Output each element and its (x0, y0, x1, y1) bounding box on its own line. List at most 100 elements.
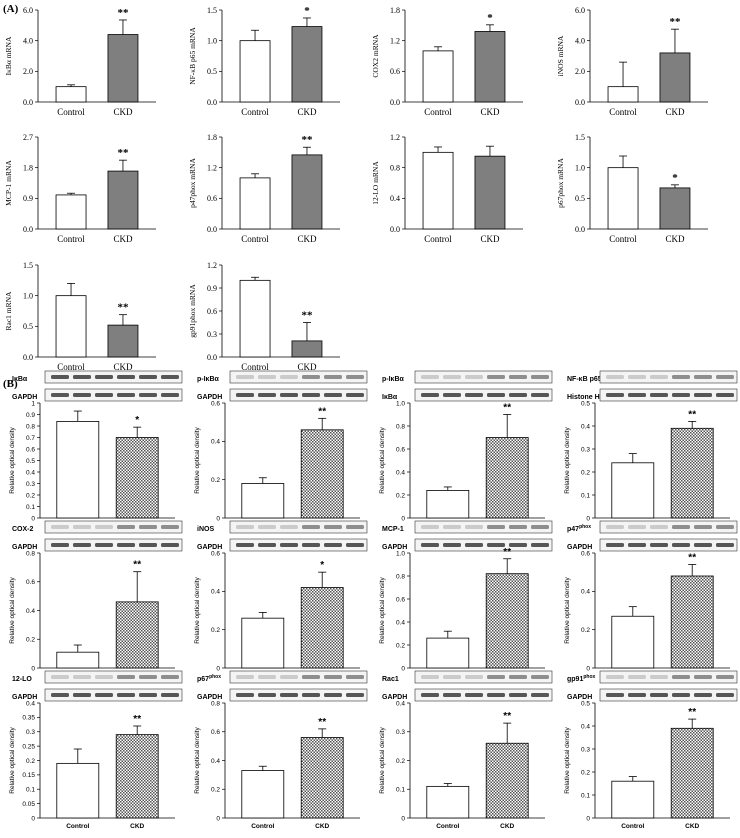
significance-marker: ** (117, 147, 129, 159)
blot-band (694, 393, 712, 397)
blot-strip (599, 670, 738, 684)
blot-band (509, 525, 527, 529)
blot-strip (229, 520, 368, 534)
y-tick-label: 0.6 (26, 579, 35, 586)
blot-band (487, 375, 505, 379)
blot-band (487, 525, 505, 529)
blot-band (139, 525, 157, 529)
y-axis-label: gp91phox mRNA (188, 284, 197, 338)
y-tick-label: 0.8 (26, 550, 35, 557)
bar-control (239, 177, 271, 230)
chart-b_rac1: 0 0.1 0.2 0.3 0.4 Relative optical density Con… (379, 700, 545, 830)
blot-band (258, 375, 276, 379)
y-tick-label: 0.4 (26, 469, 35, 476)
y-tick-label: 0.15 (22, 772, 35, 779)
blot-strip (44, 670, 183, 684)
bar-control (56, 651, 100, 669)
y-axis-label: iNOS mRNA (556, 35, 565, 76)
blot-strip (599, 370, 738, 384)
y-tick-label: 0.0 (390, 225, 400, 234)
blot-band (280, 525, 298, 529)
y-tick-label: 1.2 (207, 261, 217, 270)
chart-b_pikba2: 0 0.2 0.4 0.6 0.8 1.0 Relative optical density… (379, 400, 545, 530)
blot-label-main: p67 (197, 676, 209, 683)
bar-ckd (474, 31, 506, 103)
y-tick-label: 1.5 (207, 6, 217, 15)
blot-band (324, 675, 342, 679)
blot-band (716, 543, 734, 547)
blot-band (628, 543, 646, 547)
y-tick-label: 0.8 (396, 573, 405, 580)
blot-strip (229, 538, 368, 552)
y-tick-label: 1.5 (23, 261, 33, 270)
blot-label-main: p47 (567, 526, 579, 533)
y-tick-label: 0.6 (207, 307, 217, 316)
y-tick-label: 0.4 (396, 619, 405, 626)
y-axis-label: IκBα mRNA (4, 36, 13, 75)
bar-ckd (670, 575, 714, 669)
y-tick-label: 0.4 (26, 700, 35, 707)
y-axis-label: Relative optical density (9, 727, 16, 794)
blot-band (443, 393, 461, 397)
y-tick-label: 0.8 (26, 423, 35, 430)
blot-label: IκBα (12, 376, 28, 383)
y-tick-label: 0.2 (211, 477, 220, 484)
y-tick-label: 0.8 (396, 423, 405, 430)
y-tick-label: 1.0 (207, 36, 217, 45)
significance-marker: * (487, 12, 493, 24)
blot-band (509, 375, 527, 379)
blot-band (606, 675, 624, 679)
blot-band (117, 693, 135, 697)
y-tick-label: 0.5 (581, 700, 590, 707)
y-tick-label: 1.2 (207, 163, 217, 172)
bar-ckd (474, 155, 506, 230)
blot-band (716, 375, 734, 379)
blot-band (236, 693, 254, 697)
y-axis-label: Relative optical density (379, 727, 386, 794)
blot-band (280, 375, 298, 379)
bar-control (55, 194, 87, 230)
blot-band (531, 543, 549, 547)
y-tick-label: 4.0 (575, 36, 585, 45)
blot-band (51, 543, 69, 547)
blot-band (117, 393, 135, 397)
blot-band (95, 525, 113, 529)
blot-band (694, 375, 712, 379)
bar-ckd (107, 170, 139, 230)
blot-band (421, 375, 439, 379)
y-tick-label: 0.5 (26, 458, 35, 465)
blot-band (465, 375, 483, 379)
blot-band (324, 543, 342, 547)
bar-control (241, 483, 285, 519)
blot-band (606, 375, 624, 379)
y-tick-label: 0.8 (390, 163, 400, 172)
blot-band (258, 675, 276, 679)
bar-control (611, 780, 655, 819)
chart-a_nfkb: 0.0 0.5 1.0 1.5 NF-κB p65 mRNA Control CKD * (188, 5, 340, 117)
y-tick-label: 0.3 (581, 746, 590, 753)
blot-band (302, 393, 320, 397)
y-axis-label: Relative optical density (564, 727, 571, 794)
blot-band (694, 675, 712, 679)
y-tick-label: 0 (216, 515, 220, 522)
y-tick-label: 1.0 (396, 400, 405, 407)
y-tick-label: 0.6 (211, 400, 220, 407)
bar-ckd (485, 573, 529, 669)
significance-marker: ** (117, 7, 129, 19)
chart-b_12lo: 0 0.05 0.1 0.15 0.2 0.25 0.3 0.35 0.4 Relative op… (9, 700, 175, 830)
blot-band (694, 693, 712, 697)
category-label: Control (57, 362, 85, 372)
blot-band (324, 393, 342, 397)
blot-label: GAPDH (12, 394, 37, 401)
y-tick-label: 0 (216, 665, 220, 672)
y-tick-label: 0.6 (211, 729, 220, 736)
y-tick-label: 0.35 (22, 715, 35, 722)
blot-strip (599, 538, 738, 552)
category-label: CKD (500, 823, 514, 830)
y-tick-label: 0.1 (26, 504, 35, 511)
y-tick-label: 0.6 (26, 446, 35, 453)
blot-band (672, 393, 690, 397)
y-tick-label: 1.2 (390, 36, 400, 45)
blot-strip (229, 370, 368, 384)
blot-band (302, 375, 320, 379)
